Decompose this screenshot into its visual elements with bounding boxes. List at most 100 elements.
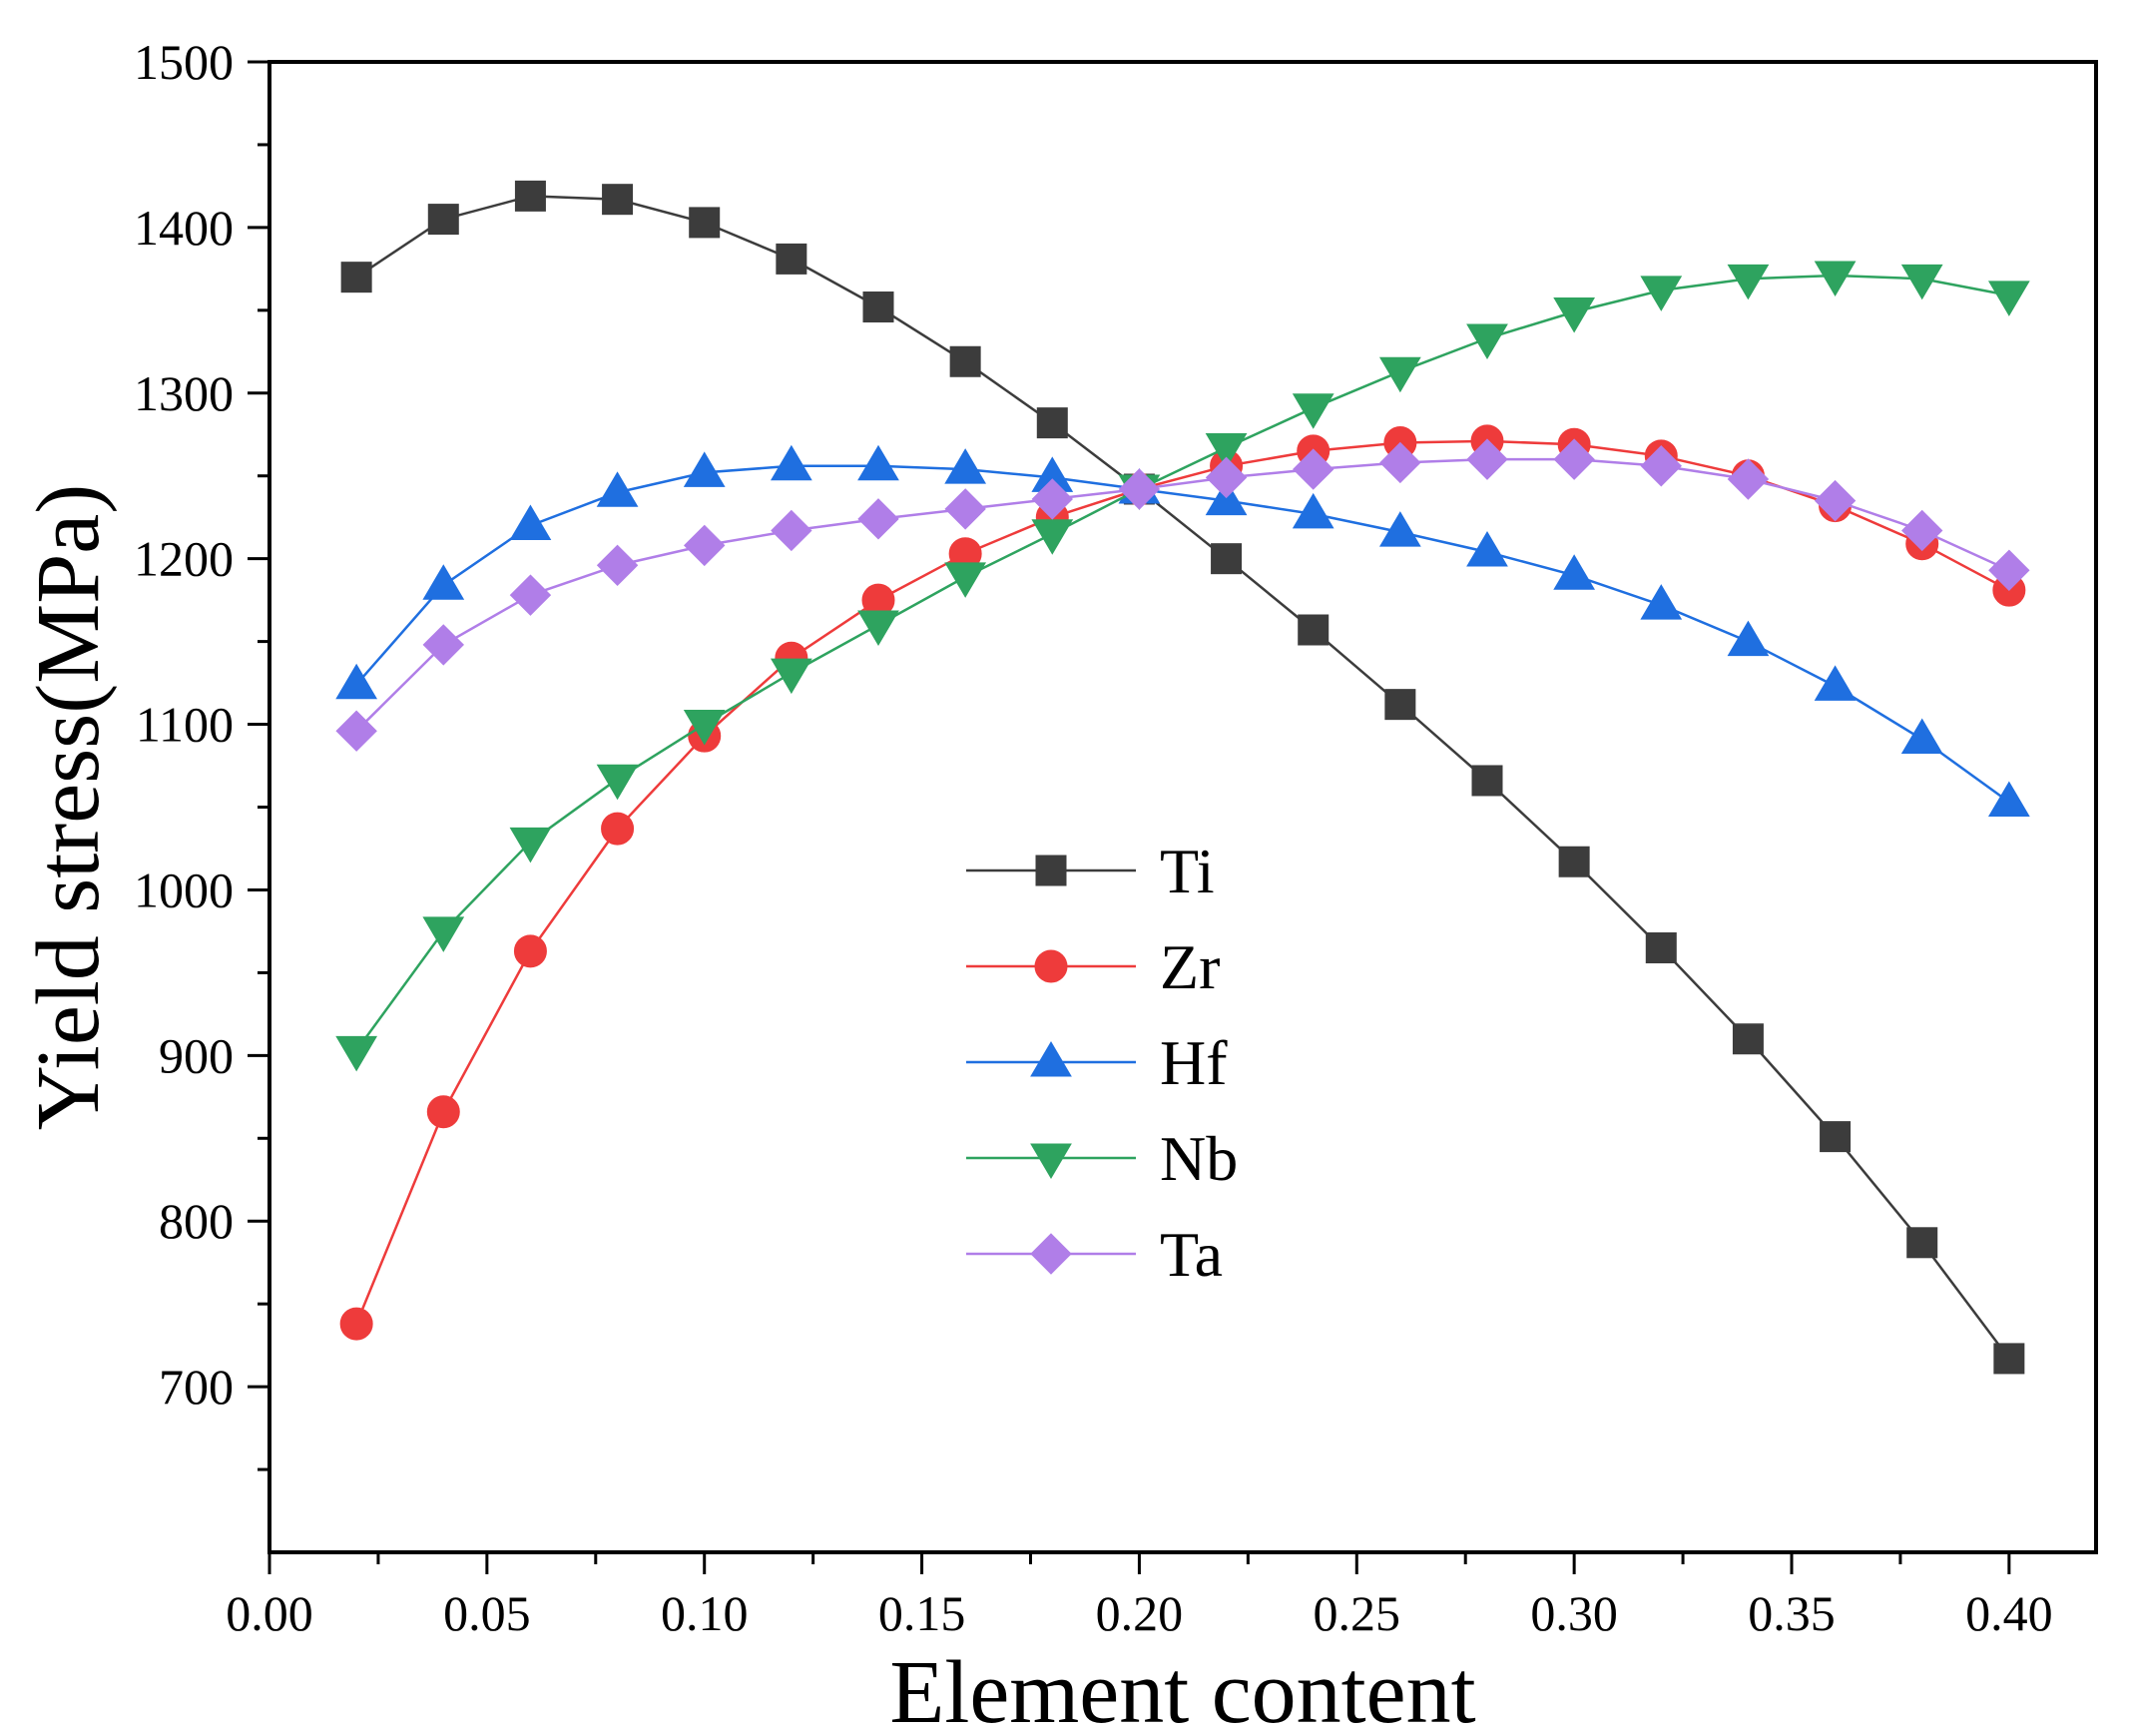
legend-marker [1034,949,1068,983]
series-line-hf [355,464,2010,804]
data-point-hf [509,504,552,540]
y-tick-label: 1400 [134,200,234,256]
data-point-ti [1820,1121,1852,1153]
legend-label: Ta [1160,1219,1223,1290]
data-point-ta [1988,549,2030,591]
data-point-ti [1906,1227,1938,1259]
data-point-hf [1987,781,2030,818]
legend-entry-zr: Zr [966,931,1220,1002]
x-tick-label: 0.05 [443,1585,531,1641]
data-point-nb [1640,276,1683,311]
legend-entry-nb: Nb [966,1123,1238,1194]
legend-label: Zr [1160,931,1220,1002]
data-point-nb [944,562,987,598]
data-point-ti [1645,932,1677,964]
y-tick-label: 800 [159,1193,234,1249]
data-point-ti [1384,689,1416,721]
data-point-nb [770,658,812,695]
data-point-ti [949,345,981,377]
data-point-ti [1211,543,1243,575]
legend-marker [1030,1233,1072,1275]
y-axis-title: Yield stress(MPa) [19,484,118,1130]
data-point-hf [1378,511,1421,547]
data-point-hf [944,448,987,484]
legend-label: Nb [1160,1123,1238,1194]
data-point-hf [1553,554,1596,590]
legend-entry-hf: Hf [966,1027,1228,1098]
data-point-nb [1466,323,1508,360]
x-tick-label: 0.20 [1096,1585,1184,1641]
data-point-ta [944,488,986,530]
data-point-hf [683,451,726,487]
data-point-ti [1993,1343,2025,1375]
data-point-ta [1901,509,1943,552]
data-point-nb [422,916,465,952]
data-point-ta [771,509,812,552]
data-point-ta [1379,441,1421,484]
series-ti [340,180,2025,1375]
data-point-ta [509,574,552,616]
data-point-ti [1732,1023,1764,1055]
data-point-ta [335,710,377,752]
data-point-nb [1900,264,1943,300]
data-point-hf [1466,531,1508,567]
y-tick-label: 1500 [134,34,234,90]
data-point-ta [1466,438,1508,480]
data-point-hf [1292,492,1334,529]
data-point-ti [1036,407,1068,439]
data-point-ti [1298,614,1330,646]
x-tick-label: 0.30 [1530,1585,1618,1641]
data-point-ti [427,204,459,236]
data-point-nb [509,827,552,864]
data-point-ta [1205,456,1248,499]
data-point-nb [1553,296,1596,333]
data-point-ta [1553,438,1595,480]
y-tick-label: 1100 [136,697,234,753]
y-tick-label: 900 [159,1027,234,1083]
data-point-ti [1471,765,1503,797]
data-point-nb [1727,264,1770,300]
series-ta [335,438,2030,752]
y-tick-label: 700 [159,1359,234,1415]
data-point-ta [422,624,464,666]
data-point-ti [1558,846,1590,877]
y-tick-label: 1000 [134,862,234,917]
data-point-ta [1118,468,1161,510]
legend-marker [1035,855,1067,886]
y-tick-label: 1300 [134,365,234,421]
legend-entry-ta: Ta [966,1219,1223,1290]
data-point-nb [596,764,639,801]
legend-label: Hf [1160,1027,1228,1098]
data-point-ta [1293,448,1334,490]
legend-entry-ti: Ti [966,836,1215,906]
y-tick-label: 1200 [134,531,234,587]
axes-layer: 0.00 0.05 0.10 0.15 0.20 0.25 0.30 0.35 0.40 700 8… [134,34,2053,1641]
data-point-ta [684,524,726,567]
x-tick-label: 0.25 [1314,1585,1401,1641]
data-point-ta [1031,478,1073,520]
data-point-nb [857,610,899,647]
data-point-nb [1987,281,2030,316]
data-point-nb [683,710,726,746]
data-point-hf [596,471,639,507]
data-point-ti [514,180,546,212]
x-axis-title: Element content [889,1643,1475,1736]
series-layer [335,180,2030,1375]
data-point-ti [602,184,634,216]
data-point-hf [857,444,899,481]
data-point-zr [601,812,635,846]
data-point-hf [422,564,465,600]
legend: Ti Zr Hf Nb Ta [966,836,1238,1290]
x-tick-label: 0.35 [1748,1585,1836,1641]
data-point-hf [1727,620,1770,657]
data-point-nb [1031,519,1074,555]
x-tick-label: 0.15 [878,1585,966,1641]
data-point-ti [862,291,894,323]
data-point-ti [689,207,721,239]
data-point-nb [1814,261,1857,296]
data-point-ta [1640,445,1682,487]
data-point-hf [1814,665,1857,701]
data-point-hf [335,663,378,700]
data-point-nb [1292,393,1334,429]
x-tick-label: 0.40 [1965,1585,2053,1641]
